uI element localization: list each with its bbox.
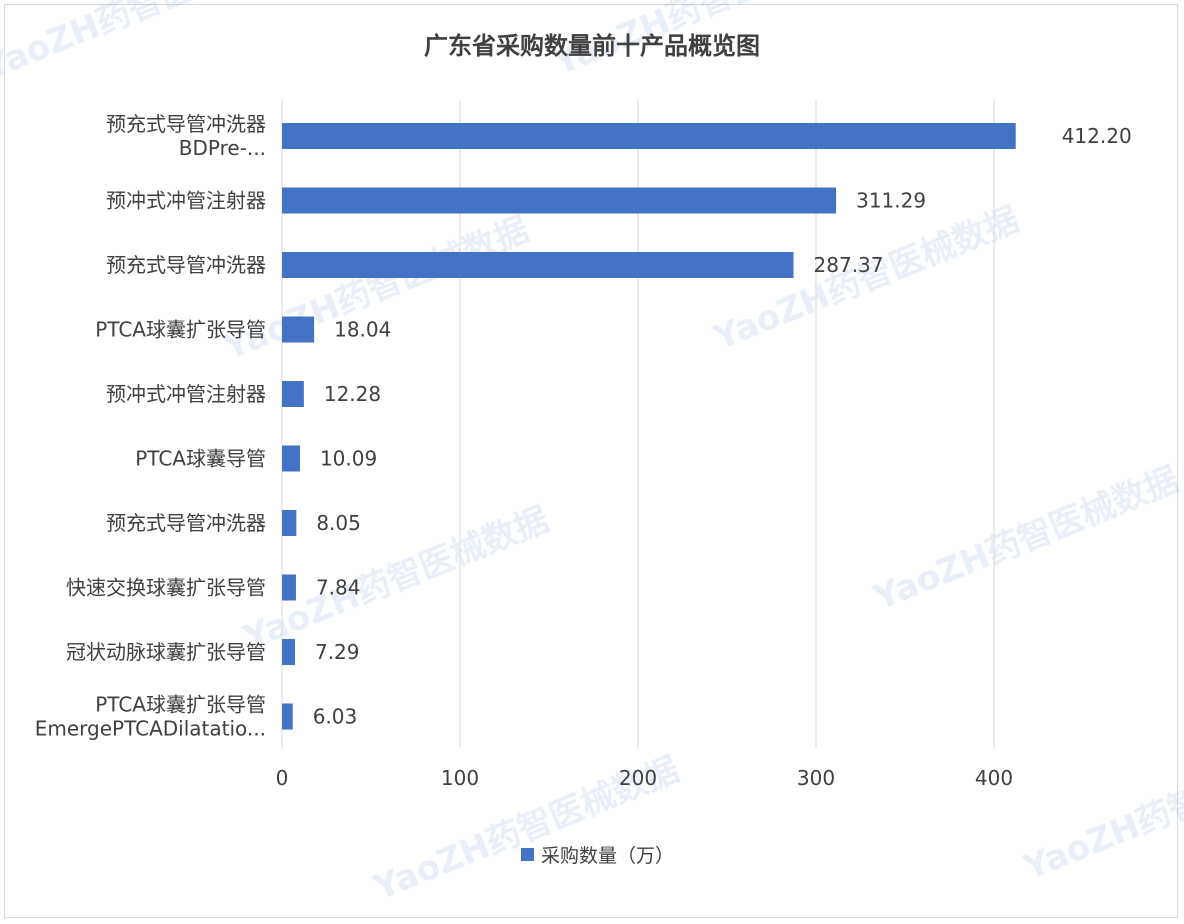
category-label-8-line-0: 冠状动脉球囊扩张导管	[66, 640, 266, 664]
data-label-9: 6.03	[313, 705, 358, 729]
watermark-text-5: YaoZH药智医械数据	[867, 460, 1184, 619]
category-label-2-line-0: 预充式导管冲洗器	[106, 253, 266, 277]
category-label-5-line-0: PTCA球囊导管	[135, 447, 266, 471]
bar-3	[282, 316, 315, 343]
legend-swatch	[521, 848, 534, 861]
category-label-0-line-1: BDPre-...	[179, 136, 266, 160]
bar-7	[282, 574, 296, 601]
watermark-text-7: YaoZH药智医械数据	[1017, 730, 1184, 889]
bar-4	[282, 381, 304, 407]
data-label-6: 8.05	[316, 511, 361, 535]
category-label-9-line-1: EmergePTCADilatatio...	[35, 717, 266, 741]
x-tick-label-3: 300	[797, 766, 835, 790]
data-label-5: 10.09	[320, 447, 377, 471]
data-label-2: 287.37	[814, 253, 884, 277]
data-label-8: 7.29	[315, 640, 360, 664]
bar-9	[282, 703, 293, 730]
x-tick-label-4: 400	[975, 766, 1013, 790]
x-tick-label-0: 0	[276, 766, 289, 790]
category-label-4-line-0: 预冲式冲管注射器	[106, 382, 266, 406]
x-tick-label-1: 100	[441, 766, 479, 790]
data-label-1: 311.29	[856, 189, 926, 213]
data-label-0: 412.20	[1062, 124, 1132, 148]
bar-2	[282, 252, 794, 278]
bar-8	[282, 639, 295, 665]
chart-frame	[4, 4, 1178, 918]
x-tick-label-2: 200	[619, 766, 657, 790]
category-label-0-line-0: 预充式导管冲洗器	[106, 112, 266, 136]
legend-label: 采购数量（万）	[541, 845, 674, 867]
data-label-7: 7.84	[316, 576, 361, 600]
category-label-7-line-0: 快速交换球囊扩张导管	[66, 576, 266, 600]
watermark-text-2: YaoZH药智医械数据	[217, 210, 534, 369]
category-label-1-line-0: 预冲式冲管注射器	[106, 189, 266, 213]
bar-5	[282, 445, 300, 472]
watermark-text-0: YaoZH药智医械数据	[0, 0, 295, 89]
data-label-4: 12.28	[324, 382, 381, 406]
watermark-text-3: YaoZH药智医械数据	[707, 200, 1024, 359]
category-label-6-line-0: 预充式导管冲洗器	[106, 511, 266, 535]
category-label-9-line-0: PTCA球囊扩张导管	[95, 693, 266, 717]
bar-6	[282, 510, 297, 536]
bar-1	[282, 187, 837, 214]
bar-0	[282, 123, 1016, 149]
data-label-3: 18.04	[334, 318, 391, 342]
chart-title: 广东省采购数量前十产品概览图	[424, 32, 760, 60]
category-label-3-line-0: PTCA球囊扩张导管	[95, 318, 266, 342]
